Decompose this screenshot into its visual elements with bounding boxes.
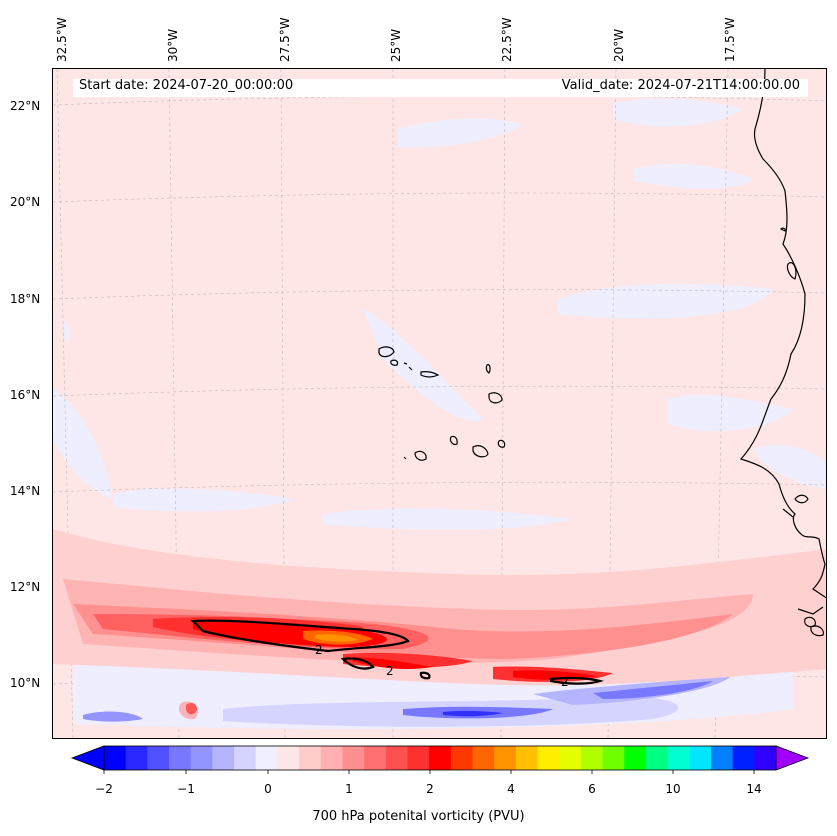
lon-label-25w: 25°W xyxy=(389,28,403,62)
contour-label-2-b: 2 xyxy=(386,664,394,678)
lon-label-17-5w: 17.5°W xyxy=(723,17,737,62)
colorbar-tick-label: 0 xyxy=(264,782,272,796)
colorbar-cell xyxy=(125,746,148,770)
contour-labels: 2 2 2 xyxy=(315,643,569,689)
lon-label-20w: 20°W xyxy=(612,28,626,62)
colorbar-cell xyxy=(515,746,539,770)
colorbar-tick-label: 4 xyxy=(507,782,515,796)
colorbar-max-arrow xyxy=(775,745,810,771)
colorbar-cell xyxy=(450,746,474,770)
header-box xyxy=(73,79,808,97)
colorbar-cell xyxy=(385,746,408,770)
colorbar-tick-label: 1 xyxy=(345,782,353,796)
colorbar-cell xyxy=(104,746,127,770)
lat-label-20n: 20°N xyxy=(10,195,41,209)
lat-label-22n: 22°N xyxy=(10,99,41,113)
colorbar-cell xyxy=(624,746,647,770)
low-pv-patches xyxy=(53,98,826,530)
start-date-label: Start date: 2024-07-20_00:00:00 xyxy=(79,78,294,93)
colorbar-cell xyxy=(234,746,257,770)
colorbar-cell xyxy=(169,746,192,770)
colorbar-cell xyxy=(299,746,322,770)
colorbar-ticks xyxy=(103,770,755,774)
colorbar-cell xyxy=(645,746,669,770)
west-african-coastline xyxy=(739,69,826,637)
colorbar-cell xyxy=(602,746,625,770)
colorbar-tick-label: 6 xyxy=(588,782,596,796)
lon-label-22-5w: 22.5°W xyxy=(500,17,514,62)
colorbar-tick-label: −1 xyxy=(177,782,195,796)
colorbar-cells xyxy=(103,745,777,771)
colorbar-cell xyxy=(667,746,690,770)
lon-label-27-5w: 27.5°W xyxy=(278,17,292,62)
valid-date-label: Valid_date: 2024-07-21T14:00:00.00 xyxy=(561,78,800,93)
map-panel: 2 2 2 xyxy=(52,68,827,739)
colorbar-tick-label: 2 xyxy=(426,782,434,796)
colorbar-cell xyxy=(537,746,560,770)
colorbar-cell xyxy=(580,746,604,770)
colorbar-cell xyxy=(190,746,213,770)
contour-label-2-c: 2 xyxy=(561,675,569,689)
pv-2-contours xyxy=(190,619,604,685)
colorbar-label: 700 hPa potenital vorticity (PVU) xyxy=(312,809,525,824)
colorbar-tick-label: 10 xyxy=(665,782,681,796)
colorbar-cell xyxy=(342,746,365,770)
colorbar-cell xyxy=(255,746,278,770)
lat-label-16n: 16°N xyxy=(10,388,41,402)
colorbar-cell xyxy=(364,746,387,770)
colorbar-cell xyxy=(407,746,430,770)
contour-label-2-a: 2 xyxy=(315,643,323,657)
colorbar-cell xyxy=(429,746,452,770)
lon-label-30w: 30°W xyxy=(166,28,180,62)
lat-label-14n: 14°N xyxy=(10,484,41,498)
colorbar-cell xyxy=(472,746,495,770)
colorbar-cell xyxy=(494,746,517,770)
colorbar-cell xyxy=(320,746,343,770)
colorbar-cell xyxy=(689,746,712,770)
colorbar-border xyxy=(103,745,777,771)
colorbar-min-arrow xyxy=(70,745,105,771)
colorbar-cell xyxy=(732,746,755,770)
pv-maximum-band xyxy=(53,529,826,720)
colorbar-cell xyxy=(754,746,777,770)
colorbar-tick-label: −2 xyxy=(95,782,113,796)
pv-map: 2 2 2 xyxy=(53,69,826,738)
colorbar-cell xyxy=(212,746,235,770)
colorbar-cell xyxy=(147,746,170,770)
colorbar-cell xyxy=(277,746,300,770)
colorbar-cell xyxy=(710,746,734,770)
lat-label-12n: 12°N xyxy=(10,580,41,594)
lon-label-32-5w: 32.5°W xyxy=(55,17,69,62)
colorbar-tick-label: 14 xyxy=(746,782,762,796)
lat-label-18n: 18°N xyxy=(10,292,41,306)
lat-label-10n: 10°N xyxy=(10,676,41,690)
colorbar-cell xyxy=(559,746,582,770)
cabo-verde-islands xyxy=(378,346,506,461)
